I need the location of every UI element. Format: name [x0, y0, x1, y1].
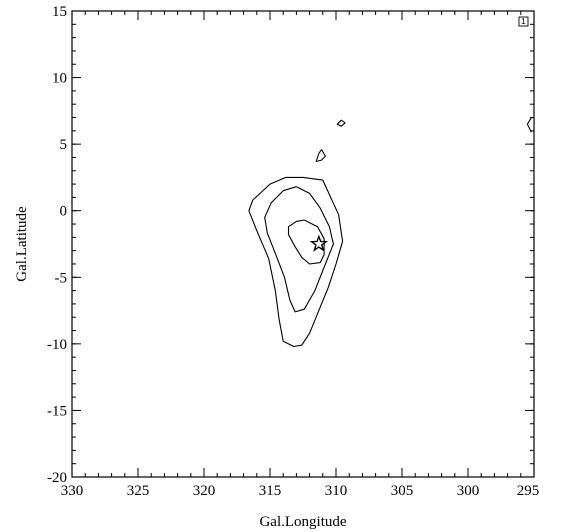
contour-line-outer	[248, 176, 344, 348]
contour-line-peak	[315, 149, 326, 163]
y-tick-label: -20	[47, 470, 67, 486]
tick-labels: 330 325 320 315 310 305 300 295 15 10 5 0 -5 -10 -15 -2…	[47, 4, 539, 499]
star-marker	[309, 234, 328, 252]
x-tick-label: 310	[325, 483, 348, 499]
y-tick-label: 10	[52, 71, 67, 87]
contour-lines	[248, 117, 532, 348]
source-marker	[309, 234, 328, 252]
x-tick-label: 325	[127, 483, 150, 499]
plot-frame	[71, 10, 535, 478]
x-tick-label: 330	[61, 483, 84, 499]
y-tick-label: 5	[60, 137, 68, 153]
contour-line-middle	[264, 186, 334, 313]
x-tick-label: 305	[391, 483, 414, 499]
y-tick-label: 0	[60, 204, 68, 220]
y-axis-title: Gal.Latitude	[14, 206, 30, 282]
contour-line-peak	[336, 119, 346, 127]
y-tick-label: -5	[55, 270, 68, 286]
x-tick-label: 320	[193, 483, 216, 499]
y-tick-label: -10	[47, 337, 67, 353]
y-tick-label: -15	[47, 403, 67, 419]
corner-badge-label: 1	[521, 17, 526, 26]
x-tick-label: 300	[457, 483, 480, 499]
x-tick-label: 315	[259, 483, 282, 499]
y-tick-label: 15	[52, 4, 67, 20]
x-axis-title: Gal.Longitude	[259, 514, 346, 530]
x-tick-label: 295	[517, 483, 540, 499]
tick-marks	[71, 10, 535, 478]
contour-line-inner	[287, 219, 325, 265]
corner-badge-box	[518, 16, 529, 27]
corner-badge: 1	[518, 16, 529, 27]
contour-line-peak	[526, 117, 532, 133]
